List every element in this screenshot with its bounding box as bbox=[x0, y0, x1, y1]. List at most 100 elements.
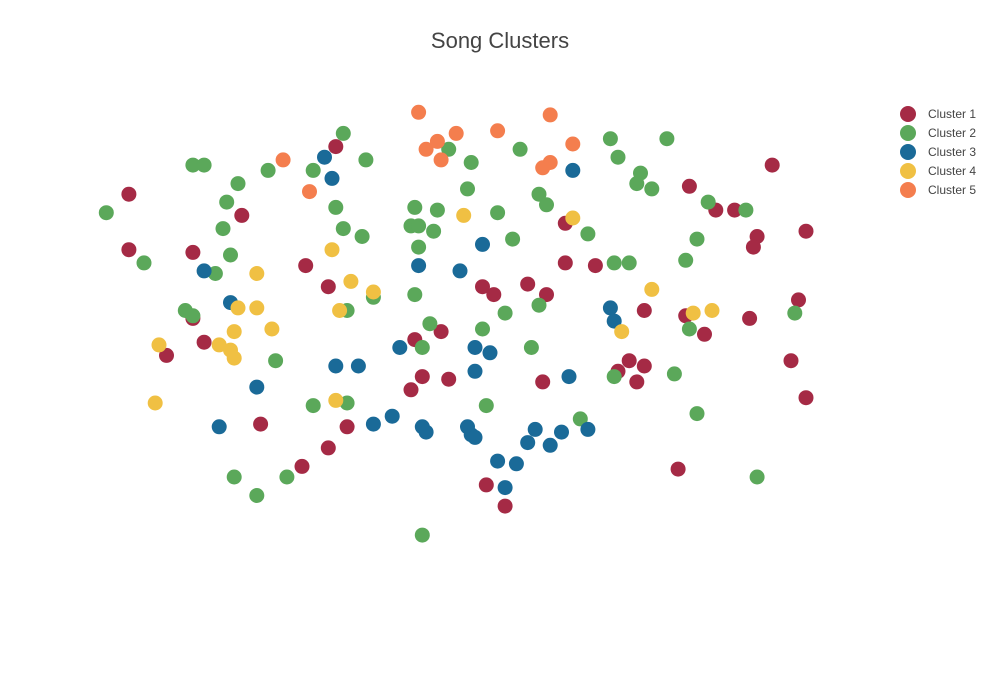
point-cluster-2-13[interactable] bbox=[335, 125, 351, 141]
point-cluster-1-14[interactable] bbox=[520, 276, 536, 292]
point-cluster-1-28[interactable] bbox=[497, 498, 513, 514]
point-cluster-3-10[interactable] bbox=[467, 340, 483, 355]
point-cluster-2-39[interactable] bbox=[610, 149, 626, 165]
point-cluster-1-41[interactable] bbox=[745, 239, 761, 255]
point-cluster-1-8[interactable] bbox=[298, 258, 314, 274]
point-cluster-1-33[interactable] bbox=[629, 374, 645, 390]
point-cluster-2-20[interactable] bbox=[407, 199, 423, 215]
point-cluster-2-60[interactable] bbox=[572, 411, 588, 427]
point-cluster-1-17[interactable] bbox=[557, 255, 573, 271]
point-cluster-3-19[interactable] bbox=[365, 416, 381, 432]
point-cluster-2-67[interactable] bbox=[414, 527, 430, 543]
point-cluster-3-5[interactable] bbox=[475, 236, 490, 252]
point-cluster-3-28[interactable] bbox=[527, 421, 543, 437]
point-cluster-3-15[interactable] bbox=[606, 313, 622, 329]
point-cluster-2-33[interactable] bbox=[531, 186, 547, 202]
point-cluster-2-11[interactable] bbox=[260, 162, 276, 178]
point-cluster-2-34[interactable] bbox=[539, 197, 554, 213]
legend-item-cluster-1[interactable]: Cluster 1 bbox=[900, 104, 976, 123]
point-cluster-5-3[interactable] bbox=[418, 141, 434, 157]
point-cluster-2-43[interactable] bbox=[659, 131, 675, 147]
point-cluster-2-62[interactable] bbox=[666, 366, 682, 382]
point-cluster-4-18[interactable] bbox=[614, 324, 630, 340]
point-cluster-2-16[interactable] bbox=[335, 221, 351, 237]
point-cluster-1-18[interactable] bbox=[587, 258, 603, 274]
point-cluster-5-9[interactable] bbox=[565, 136, 581, 152]
point-cluster-2-25[interactable] bbox=[411, 239, 427, 255]
point-cluster-4-6[interactable] bbox=[249, 300, 265, 316]
point-cluster-1-12[interactable] bbox=[475, 279, 490, 295]
point-cluster-3-11[interactable] bbox=[482, 345, 498, 361]
point-cluster-4-11[interactable] bbox=[226, 350, 242, 366]
point-cluster-3-20[interactable] bbox=[384, 408, 400, 424]
point-cluster-2-12[interactable] bbox=[305, 162, 321, 178]
point-cluster-3-6[interactable] bbox=[452, 263, 468, 279]
point-cluster-2-44[interactable] bbox=[689, 231, 705, 247]
point-cluster-5-7[interactable] bbox=[490, 123, 506, 139]
point-cluster-2-7[interactable] bbox=[219, 194, 235, 210]
point-cluster-2-32[interactable] bbox=[512, 141, 528, 157]
point-cluster-1-25[interactable] bbox=[320, 440, 336, 456]
point-cluster-1-0[interactable] bbox=[328, 139, 344, 155]
point-cluster-2-15[interactable] bbox=[328, 199, 344, 215]
point-cluster-2-0[interactable] bbox=[98, 205, 114, 221]
series-cluster-3[interactable] bbox=[196, 149, 622, 496]
point-cluster-1-47[interactable] bbox=[742, 310, 758, 326]
point-cluster-3-29[interactable] bbox=[542, 437, 558, 453]
point-cluster-2-14[interactable] bbox=[358, 152, 374, 168]
point-cluster-4-16[interactable] bbox=[565, 210, 581, 226]
point-cluster-5-11[interactable] bbox=[535, 160, 551, 176]
series-cluster-2[interactable] bbox=[98, 125, 803, 543]
point-cluster-1-31[interactable] bbox=[621, 353, 637, 369]
point-cluster-3-22[interactable] bbox=[418, 424, 434, 440]
point-cluster-2-35[interactable] bbox=[497, 305, 513, 321]
point-cluster-2-30[interactable] bbox=[490, 205, 506, 221]
point-cluster-4-14[interactable] bbox=[328, 392, 344, 408]
point-cluster-4-1[interactable] bbox=[324, 242, 340, 258]
point-cluster-2-38[interactable] bbox=[602, 131, 618, 147]
point-cluster-4-7[interactable] bbox=[226, 324, 242, 340]
point-cluster-4-4[interactable] bbox=[332, 303, 348, 318]
point-cluster-2-51[interactable] bbox=[681, 321, 697, 337]
point-cluster-3-0[interactable] bbox=[317, 149, 332, 165]
point-cluster-4-13[interactable] bbox=[147, 395, 163, 411]
point-cluster-1-45[interactable] bbox=[783, 353, 799, 369]
point-cluster-5-5[interactable] bbox=[433, 152, 449, 168]
series-cluster-5[interactable] bbox=[275, 104, 581, 200]
point-cluster-3-2[interactable] bbox=[196, 263, 212, 279]
point-cluster-1-29[interactable] bbox=[636, 303, 652, 318]
point-cluster-4-2[interactable] bbox=[343, 273, 359, 289]
point-cluster-2-50[interactable] bbox=[787, 305, 803, 321]
point-cluster-4-0[interactable] bbox=[249, 266, 265, 281]
point-cluster-2-3[interactable] bbox=[185, 308, 201, 324]
point-cluster-2-46[interactable] bbox=[738, 202, 754, 218]
point-cluster-2-57[interactable] bbox=[305, 398, 321, 414]
point-cluster-2-45[interactable] bbox=[700, 194, 716, 210]
point-cluster-1-32[interactable] bbox=[636, 358, 652, 374]
legend-item-cluster-4[interactable]: Cluster 4 bbox=[900, 161, 976, 180]
point-cluster-2-53[interactable] bbox=[414, 340, 430, 355]
point-cluster-2-56[interactable] bbox=[523, 340, 539, 355]
point-cluster-3-16[interactable] bbox=[561, 369, 577, 385]
point-cluster-1-35[interactable] bbox=[697, 326, 712, 342]
point-cluster-2-59[interactable] bbox=[478, 398, 494, 414]
point-cluster-5-4[interactable] bbox=[429, 133, 445, 149]
point-cluster-2-29[interactable] bbox=[460, 181, 475, 197]
point-cluster-2-66[interactable] bbox=[249, 488, 265, 503]
point-cluster-3-33[interactable] bbox=[497, 480, 513, 496]
point-cluster-1-46[interactable] bbox=[798, 390, 814, 406]
point-cluster-1-23[interactable] bbox=[253, 416, 269, 432]
point-cluster-1-22[interactable] bbox=[535, 374, 551, 390]
point-cluster-3-32[interactable] bbox=[508, 456, 524, 472]
point-cluster-2-61[interactable] bbox=[606, 369, 622, 385]
point-cluster-2-8[interactable] bbox=[185, 157, 201, 173]
point-cluster-5-6[interactable] bbox=[448, 125, 464, 141]
point-cluster-2-55[interactable] bbox=[475, 321, 490, 337]
point-cluster-3-31[interactable] bbox=[580, 421, 596, 437]
point-cluster-5-2[interactable] bbox=[411, 104, 427, 120]
point-cluster-2-41[interactable] bbox=[629, 176, 645, 192]
point-cluster-2-63[interactable] bbox=[689, 406, 705, 422]
point-cluster-3-27[interactable] bbox=[520, 435, 536, 451]
point-cluster-4-5[interactable] bbox=[230, 300, 246, 316]
point-cluster-3-17[interactable] bbox=[249, 379, 265, 395]
